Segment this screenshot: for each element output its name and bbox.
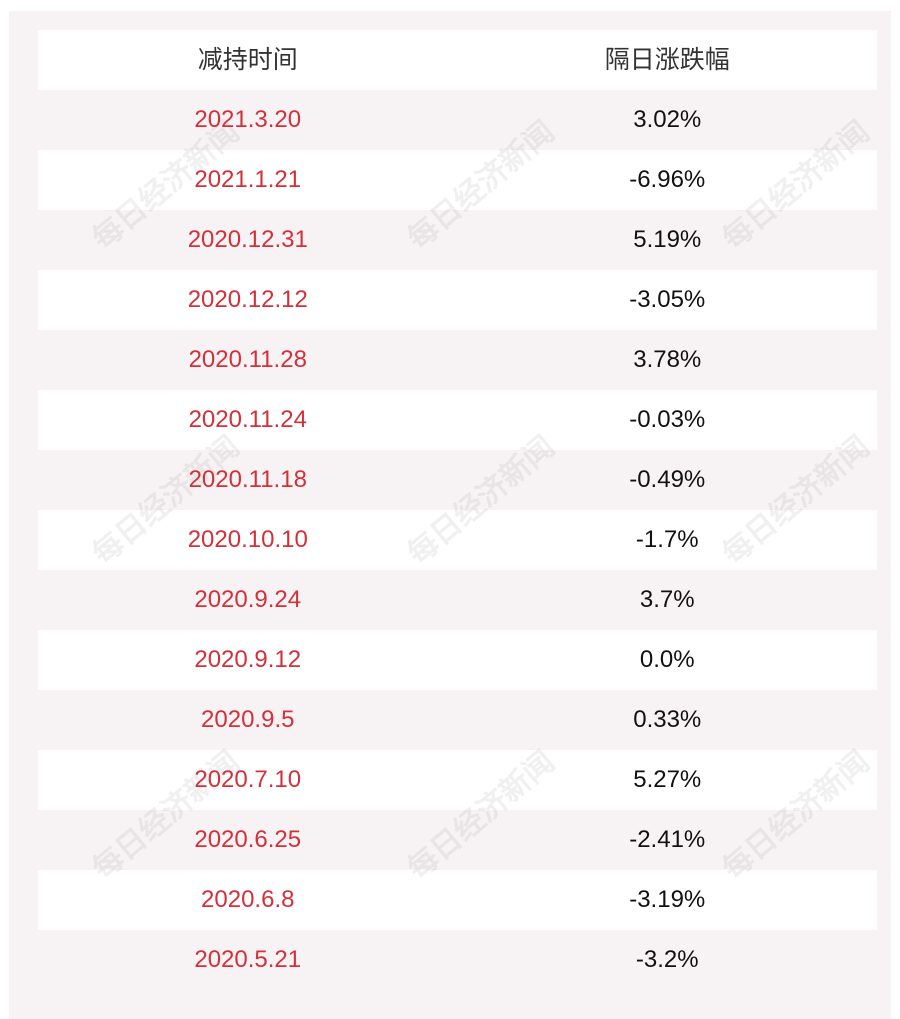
date-cell: 2020.9.24 xyxy=(194,586,302,613)
change-cell: -3.2% xyxy=(635,946,699,973)
table-panel: 减持时间 隔日涨跌幅 2021.3.20 3.02% 2021.1.21 -6.96%… xyxy=(9,11,891,1019)
table-row: 2021.3.20 3.02% xyxy=(38,90,877,150)
change-cell: 3.78% xyxy=(633,346,702,373)
date-cell: 2020.9.12 xyxy=(194,646,302,673)
table-header-row: 减持时间 隔日涨跌幅 xyxy=(38,30,877,90)
table-row: 2020.9.12 0.0% xyxy=(38,630,877,690)
change-cell: 0.33% xyxy=(633,706,702,733)
change-cell: 5.19% xyxy=(633,226,702,253)
reduction-table: 减持时间 隔日涨跌幅 2021.3.20 3.02% 2021.1.21 -6.96%… xyxy=(38,30,877,990)
change-cell: 3.7% xyxy=(639,586,695,613)
change-cell: -0.49% xyxy=(629,466,706,493)
date-cell: 2020.11.28 xyxy=(188,346,307,373)
change-cell: 5.27% xyxy=(633,766,702,793)
table-row: 2020.11.24 -0.03% xyxy=(38,390,877,450)
date-cell: 2020.9.5 xyxy=(201,706,295,733)
table-body: 2021.3.20 3.02% 2021.1.21 -6.96% 2020.12.31 5… xyxy=(38,90,877,990)
date-cell: 2020.10.10 xyxy=(187,526,308,553)
date-cell: 2021.3.20 xyxy=(194,106,302,133)
table-row: 2020.5.21 -3.2% xyxy=(38,930,877,990)
table-row: 2020.12.12 -3.05% xyxy=(38,270,877,330)
change-cell: -6.96% xyxy=(629,166,706,193)
date-cell: 2020.6.25 xyxy=(194,826,302,853)
table-row: 2020.11.28 3.78% xyxy=(38,330,877,390)
table-row: 2020.6.25 -2.41% xyxy=(38,810,877,870)
table-row: 2020.6.8 -3.19% xyxy=(38,870,877,930)
table-row: 2020.9.24 3.7% xyxy=(38,570,877,630)
table-row: 2020.10.10 -1.7% xyxy=(38,510,877,570)
header-change: 隔日涨跌幅 xyxy=(604,46,730,74)
date-cell: 2021.1.21 xyxy=(194,166,302,193)
date-cell: 2020.11.18 xyxy=(188,466,307,493)
change-cell: -2.41% xyxy=(629,826,706,853)
change-cell: 0.0% xyxy=(639,646,695,673)
header-date: 减持时间 xyxy=(197,46,298,74)
date-cell: 2020.12.12 xyxy=(187,286,308,313)
table-row: 2020.7.10 5.27% xyxy=(38,750,877,810)
table-row: 2021.1.21 -6.96% xyxy=(38,150,877,210)
change-cell: -1.7% xyxy=(635,526,699,553)
change-cell: 3.02% xyxy=(633,106,702,133)
table-row: 2020.12.31 5.19% xyxy=(38,210,877,270)
date-cell: 2020.6.8 xyxy=(201,886,295,913)
change-cell: -3.19% xyxy=(629,886,706,913)
change-cell: -3.05% xyxy=(629,286,706,313)
table-row: 2020.9.5 0.33% xyxy=(38,690,877,750)
table-row: 2020.11.18 -0.49% xyxy=(38,450,877,510)
change-cell: -0.03% xyxy=(629,406,706,433)
date-cell: 2020.7.10 xyxy=(194,766,302,793)
date-cell: 2020.5.21 xyxy=(194,946,302,973)
date-cell: 2020.12.31 xyxy=(187,226,308,253)
date-cell: 2020.11.24 xyxy=(188,406,307,433)
